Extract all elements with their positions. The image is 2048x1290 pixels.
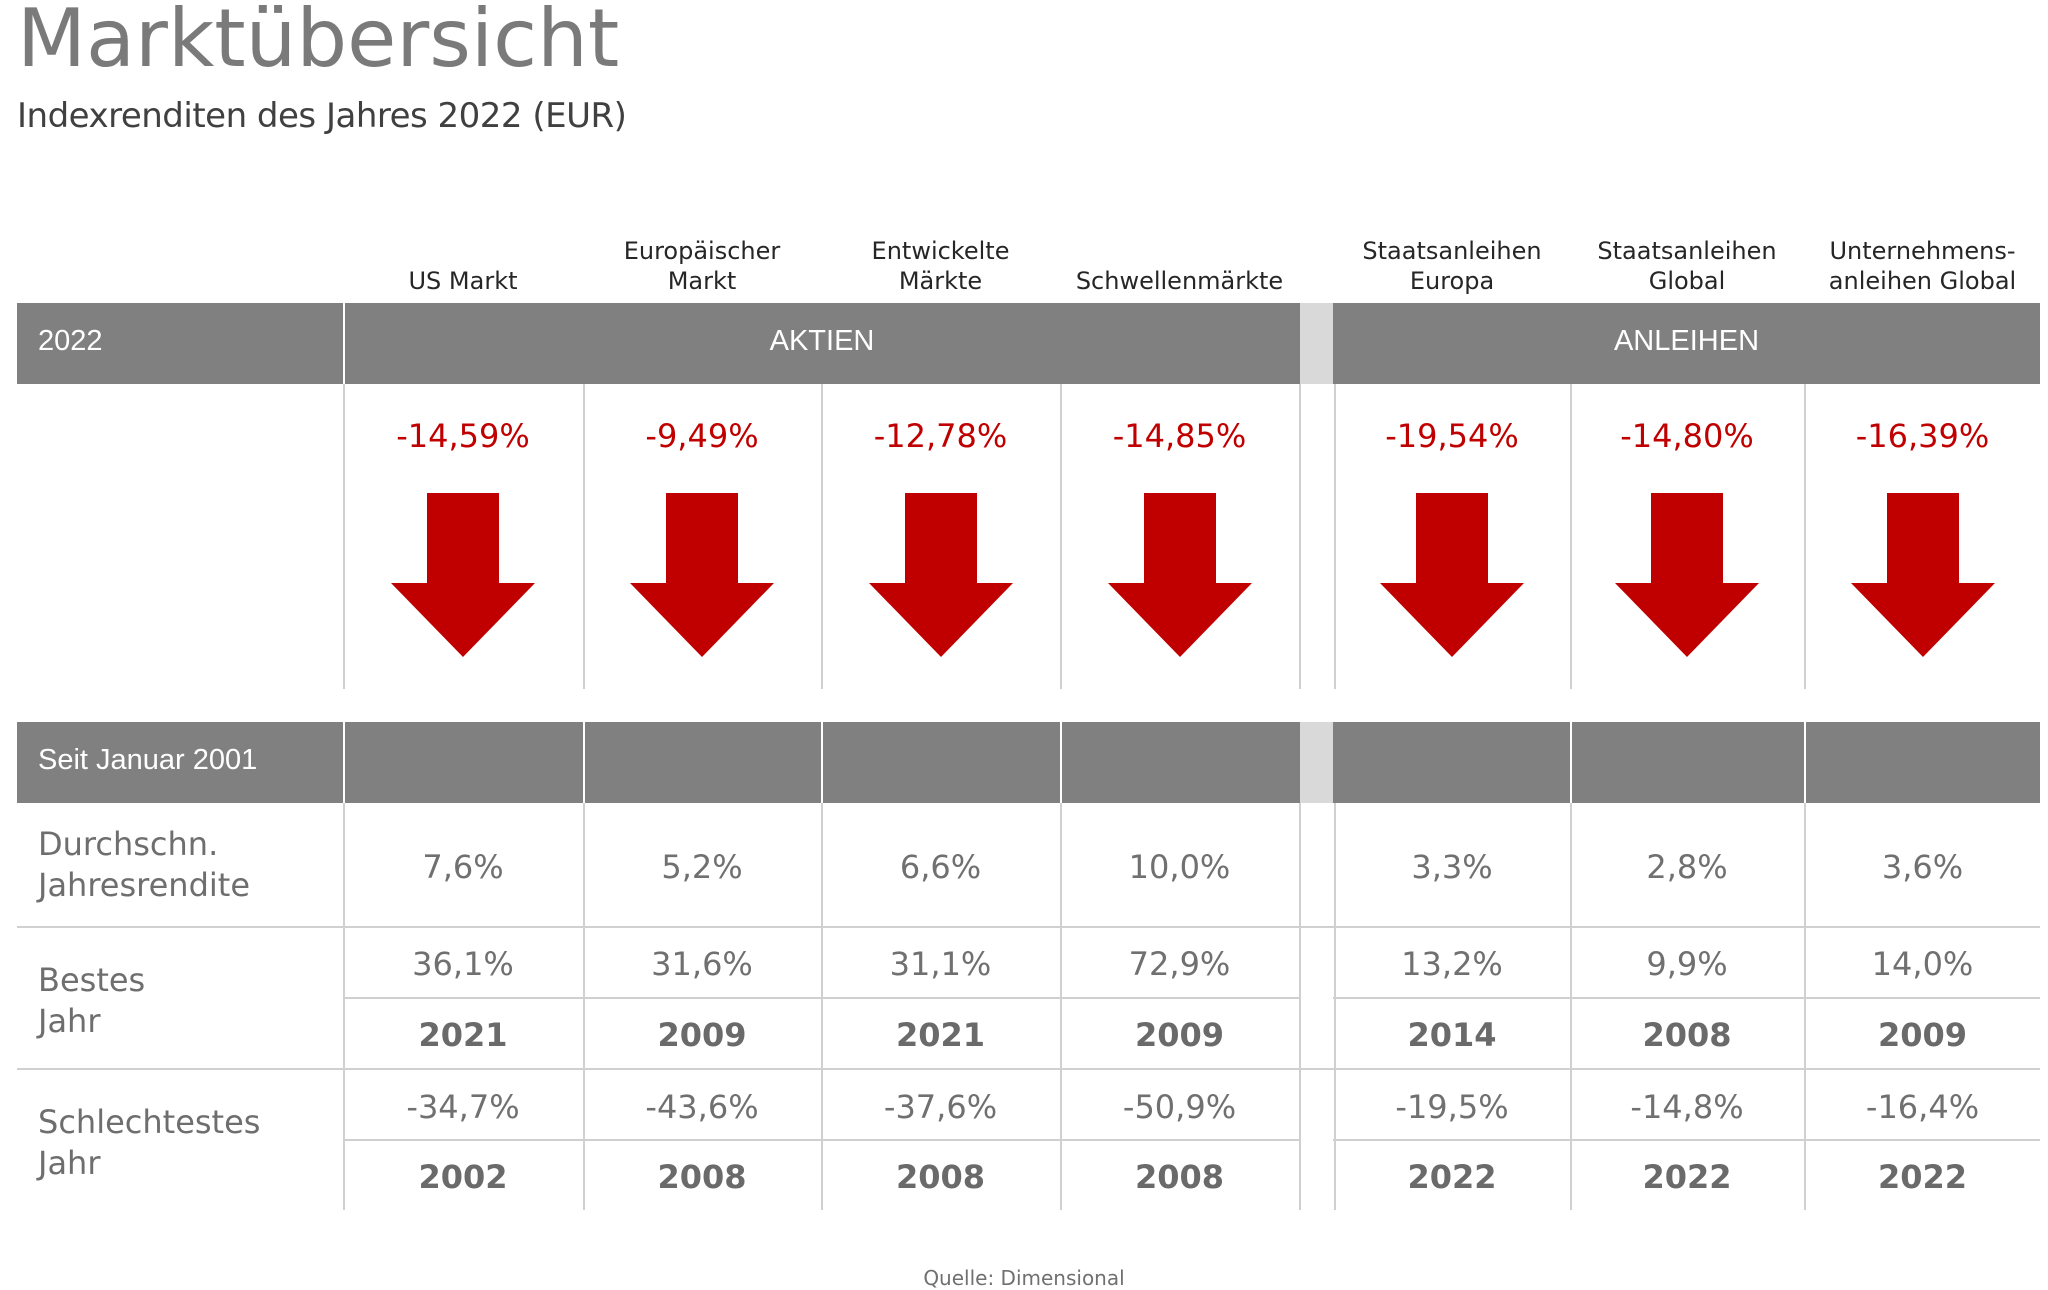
return-2022: -9,49% [645, 417, 759, 455]
column-header: Staatsanleihen Global [1597, 237, 1777, 295]
avg-return-value: 3,6% [1881, 848, 1964, 886]
grid-vline [583, 384, 585, 689]
down-arrow-icon [1615, 493, 1759, 657]
grid-hline [344, 1139, 1300, 1141]
avg-return-value: 10,0% [1128, 848, 1231, 886]
avg-return-value: 7,6% [422, 848, 504, 886]
worst-year-value: 2022 [1642, 1158, 1732, 1196]
band-year-label: 2022 [38, 325, 103, 357]
band-since-2001 [17, 722, 2040, 803]
grid-hline [17, 926, 2040, 928]
avg-return-value: 2,8% [1646, 848, 1728, 886]
worst-return-value: -43,6% [645, 1088, 759, 1126]
worst-year-value: 2022 [1407, 1158, 1497, 1196]
grid-vline [1299, 384, 1301, 689]
worst-year-value: 2022 [1877, 1158, 1968, 1196]
best-return-value: 13,2% [1401, 945, 1503, 983]
band-divider [1804, 722, 1806, 803]
return-2022: -19,54% [1385, 417, 1519, 455]
worst-year-value: 2008 [895, 1158, 986, 1196]
best-return-value: 9,9% [1646, 945, 1728, 983]
band-divider [821, 722, 823, 803]
grid-vline [821, 384, 823, 689]
best-return-value: 31,1% [889, 945, 992, 983]
band-divider [343, 722, 345, 803]
band-gap [1300, 722, 1333, 803]
worst-return-value: -34,7% [406, 1088, 520, 1126]
band-divider [583, 722, 585, 803]
grid-vline [1804, 803, 1806, 1210]
grid-vline [1334, 803, 1336, 1210]
band-gap [1300, 303, 1333, 384]
grid-vline [1334, 384, 1336, 689]
row-label-avg: Durchschn. Jahresrendite [38, 825, 250, 904]
down-arrow-icon [391, 493, 535, 657]
band-divider [343, 303, 345, 384]
grid-vline [1060, 384, 1062, 689]
worst-return-value: -50,9% [1122, 1088, 1237, 1126]
worst-year-value: 2008 [657, 1158, 747, 1196]
worst-year-value: 2008 [1134, 1158, 1225, 1196]
best-year-value: 2008 [1642, 1016, 1732, 1054]
grid-vline [821, 803, 823, 1210]
column-header: Unternehmens- anleihen Global [1828, 237, 2017, 295]
grid-vline [1570, 384, 1572, 689]
avg-return-value: 5,2% [661, 848, 743, 886]
best-return-value: 36,1% [412, 945, 514, 983]
column-header: US Markt [408, 267, 518, 295]
row-label-best: Bestes Jahr [38, 961, 146, 1040]
worst-return-value: -19,5% [1395, 1088, 1509, 1126]
down-arrow-icon [1107, 493, 1252, 657]
best-return-value: 14,0% [1871, 945, 1974, 983]
grid-hline [344, 997, 1300, 999]
grid-hline [17, 1068, 2040, 1070]
grid-vline [1570, 803, 1572, 1210]
row-label-worst: Schlechtestes Jahr [38, 1103, 261, 1182]
column-header: Europäischer Markt [623, 237, 781, 295]
best-year-value: 2014 [1407, 1016, 1497, 1054]
worst-return-value: -14,8% [1630, 1088, 1744, 1126]
return-2022: -14,85% [1112, 417, 1247, 455]
band-divider [1060, 722, 1062, 803]
page-subtitle: Indexrenditen des Jahres 2022 (EUR) [17, 96, 627, 136]
column-header: Staatsanleihen Europa [1362, 237, 1542, 295]
return-2022: -14,59% [396, 417, 530, 455]
grid-vline [343, 384, 345, 689]
grid-hline [1333, 1139, 2040, 1141]
grid-hline [1333, 997, 2040, 999]
band-divider [1570, 722, 1572, 803]
page-title: Marktübersicht [17, 0, 620, 85]
best-year-value: 2021 [895, 1016, 986, 1054]
column-header: Schwellenmärkte [1075, 267, 1284, 295]
return-2022: -14,80% [1620, 417, 1754, 455]
best-year-value: 2021 [418, 1016, 508, 1054]
worst-return-value: -16,4% [1865, 1088, 1980, 1126]
grid-vline [1804, 384, 1806, 689]
grid-vline [1060, 803, 1062, 1210]
best-return-value: 31,6% [651, 945, 753, 983]
band-2022 [17, 303, 2040, 384]
equities-label: AKTIEN [769, 325, 875, 357]
best-year-value: 2009 [1877, 1016, 1968, 1054]
grid-vline [343, 803, 345, 1210]
bonds-label: ANLEIHEN [1613, 325, 1760, 357]
source-note: Quelle: Dimensional [923, 1266, 1125, 1290]
column-header: Entwickelte Märkte [871, 237, 1010, 295]
best-year-value: 2009 [657, 1016, 747, 1054]
worst-return-value: -37,6% [883, 1088, 998, 1126]
avg-return-value: 3,3% [1411, 848, 1493, 886]
down-arrow-icon [868, 493, 1013, 657]
down-arrow-icon [1850, 493, 1995, 657]
worst-year-value: 2002 [418, 1158, 508, 1196]
avg-return-value: 6,6% [899, 848, 982, 886]
down-arrow-icon [630, 493, 774, 657]
best-return-value: 72,9% [1128, 945, 1231, 983]
return-2022: -16,39% [1855, 417, 1990, 455]
return-2022: -12,78% [873, 417, 1008, 455]
grid-vline [1299, 803, 1301, 1210]
grid-vline [583, 803, 585, 1210]
best-year-value: 2009 [1134, 1016, 1225, 1054]
down-arrow-icon [1380, 493, 1524, 657]
band-since-label: Seit Januar 2001 [38, 744, 258, 776]
